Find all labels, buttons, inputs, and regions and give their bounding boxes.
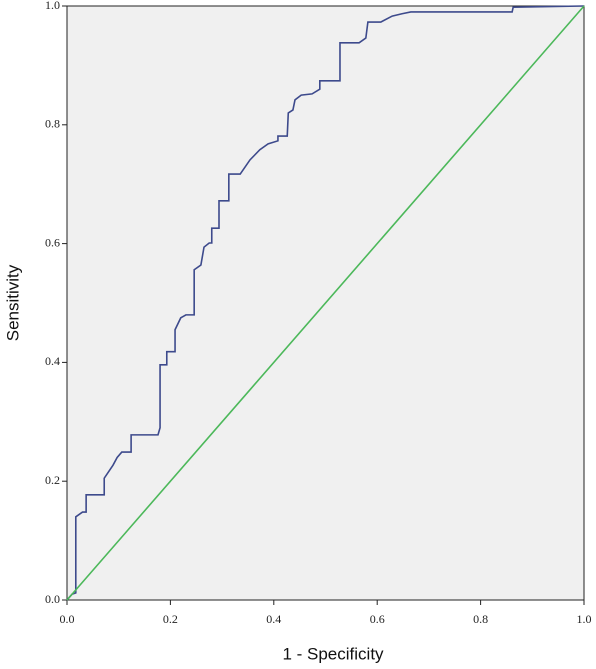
y-axis-title: Sensitivity [3,264,22,341]
x-tick-label: 0.4 [266,612,281,626]
y-tick-label: 0.0 [45,592,60,606]
x-axis-title: 1 - Specificity [282,644,384,663]
x-tick-label: 0.8 [473,612,488,626]
x-tick-label: 0.6 [370,612,385,626]
y-tick-label: 0.4 [45,354,60,368]
roc-line [66,5,585,601]
x-tick-label: 1.0 [577,612,592,626]
y-tick-label: 0.8 [45,117,60,131]
roc-line [66,5,585,601]
y-tick-label: 1.0 [45,0,60,12]
x-tick-label: 0.2 [163,612,178,626]
x-tick-label: 0.0 [60,612,75,626]
y-tick-label: 0.2 [45,473,60,487]
y-tick-label: 0.6 [45,235,60,249]
